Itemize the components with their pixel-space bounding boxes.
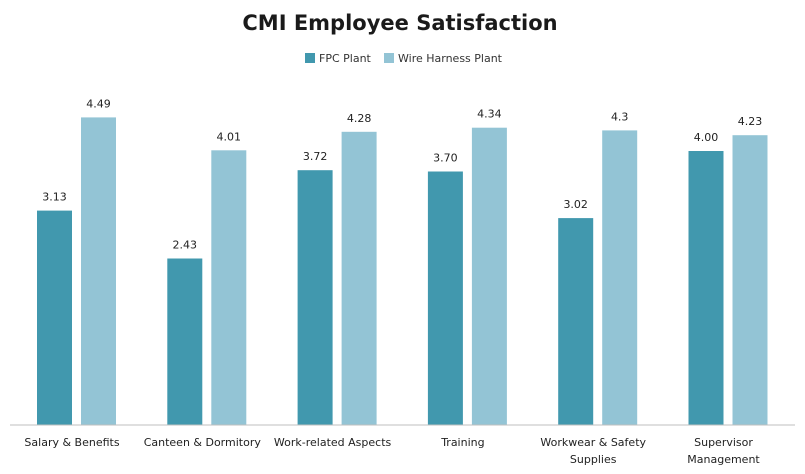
data-label-fpc-plant-salary-benefits: 3.13: [42, 191, 67, 204]
legend-swatch-fpc-plant: [305, 53, 315, 63]
data-label-wire-harness-plant-salary-benefits: 4.49: [86, 97, 111, 110]
category-label-work-related-aspects: Work-related Aspects: [274, 436, 392, 449]
category-label-salary-benefits: Salary & Benefits: [24, 436, 119, 449]
bar-fpc-plant-workwear-safety-supplies: [558, 218, 594, 425]
category-label-training: Training: [440, 436, 484, 449]
data-label-wire-harness-plant-workwear-safety-supplies: 4.3: [611, 110, 629, 123]
data-label-fpc-plant-workwear-safety-supplies: 3.02: [563, 198, 588, 211]
legend-swatch-wire-harness-plant: [384, 53, 394, 63]
bar-fpc-plant-work-related-aspects: [297, 170, 333, 425]
data-label-fpc-plant-training: 3.70: [433, 152, 458, 165]
bar-fpc-plant-supervisor-management: [688, 151, 724, 425]
bar-wire-harness-plant-supervisor-management: [732, 135, 768, 425]
chart-title: CMI Employee Satisfaction: [242, 11, 557, 35]
plot-area: 3.13 4.49 2.43 4.01 3.72 4.28 3.70 4.34 3.02 4.3 4…: [37, 97, 768, 426]
data-label-fpc-plant-supervisor-management: 4.00: [694, 131, 719, 144]
category-label-supervisor-management: Supervisor Management: [687, 436, 760, 466]
data-label-fpc-plant-canteen-dormitory: 2.43: [173, 239, 198, 252]
bar-wire-harness-plant-workwear-safety-supplies: [602, 130, 638, 425]
bar-wire-harness-plant-work-related-aspects: [341, 131, 377, 426]
category-label-workwear-safety-supplies: Workwear & Safety Supplies: [540, 436, 646, 466]
category-label-canteen-dormitory: Canteen & Dormitory: [144, 436, 262, 449]
bar-wire-harness-plant-salary-benefits: [81, 117, 116, 426]
bar-fpc-plant-training: [427, 171, 463, 425]
bar-fpc-plant-salary-benefits: [37, 210, 72, 425]
bar-wire-harness-plant-canteen-dormitory: [211, 150, 247, 426]
bar-wire-harness-plant-training: [471, 127, 507, 425]
data-label-wire-harness-plant-canteen-dormitory: 4.01: [217, 130, 242, 143]
legend: FPC Plant Wire Harness Plant: [305, 52, 503, 65]
category-labels: Salary & Benefits Canteen & Dormitory Work…: [24, 436, 760, 466]
legend-label-wire-harness-plant: Wire Harness Plant: [398, 52, 503, 65]
data-label-wire-harness-plant-work-related-aspects: 4.28: [347, 112, 372, 125]
bar-fpc-plant-canteen-dormitory: [167, 258, 203, 425]
data-label-fpc-plant-work-related-aspects: 3.72: [303, 150, 328, 163]
data-label-wire-harness-plant-supervisor-management: 4.23: [738, 115, 763, 128]
data-label-wire-harness-plant-training: 4.34: [477, 108, 502, 121]
legend-label-fpc-plant: FPC Plant: [319, 52, 372, 65]
